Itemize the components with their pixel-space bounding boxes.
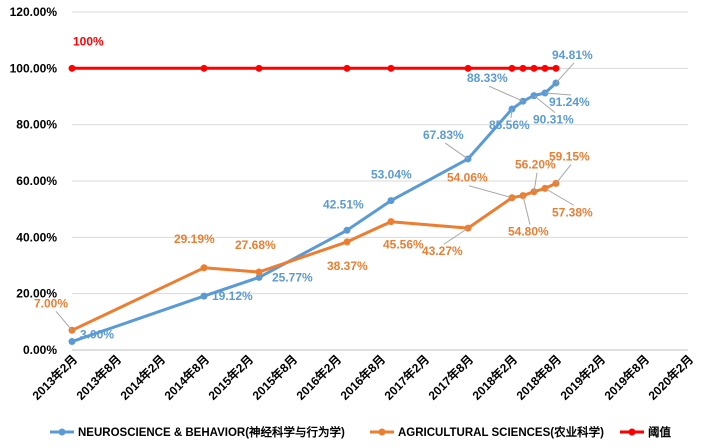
data-label: 45.56% bbox=[383, 238, 424, 252]
label-leader-line bbox=[555, 164, 572, 184]
data-label: 59.15% bbox=[549, 149, 590, 163]
x-tick-label: 2013年8月 bbox=[73, 352, 124, 403]
data-point bbox=[387, 64, 395, 72]
data-label: 53.04% bbox=[371, 168, 412, 182]
series-line-0 bbox=[70, 81, 558, 344]
data-point bbox=[519, 64, 527, 72]
data-point bbox=[464, 64, 472, 72]
label-leader-line bbox=[443, 227, 469, 245]
data-label: 57.38% bbox=[552, 205, 593, 219]
data-point bbox=[387, 218, 395, 226]
x-tick-label: 2018年8月 bbox=[513, 352, 564, 403]
x-tick-label: 2013年2月 bbox=[29, 352, 80, 403]
data-label: 25.77% bbox=[272, 270, 313, 284]
label-leader-line bbox=[533, 172, 538, 192]
y-tick-label: 60.00% bbox=[16, 174, 57, 188]
label-leader-line bbox=[533, 95, 556, 114]
series-group bbox=[68, 64, 560, 346]
x-tick-label: 2020年2月 bbox=[645, 352, 696, 403]
data-label: 94.81% bbox=[552, 48, 593, 62]
data-label: 27.68% bbox=[235, 238, 276, 252]
label-leader-line bbox=[55, 310, 73, 331]
legend-swatch-marker bbox=[58, 428, 66, 436]
data-label: 42.51% bbox=[323, 197, 364, 211]
data-point bbox=[343, 64, 351, 72]
label-leader-line bbox=[544, 187, 575, 206]
data-point bbox=[343, 238, 351, 246]
label-leader-line bbox=[510, 108, 513, 119]
x-tick-label: 2015年2月 bbox=[205, 352, 256, 403]
legend-swatch-marker bbox=[378, 428, 386, 436]
x-tick-label: 2016年8月 bbox=[337, 352, 388, 403]
data-point bbox=[387, 197, 395, 205]
y-tick-label: 100.00% bbox=[10, 61, 58, 75]
data-point bbox=[255, 64, 263, 72]
data-label: 54.06% bbox=[447, 171, 488, 185]
legend: NEUROSCIENCE & BEHAVIOR(神经科学与行为学) AGRICUL… bbox=[50, 425, 671, 439]
data-label: 19.12% bbox=[212, 289, 253, 303]
label-leader-line bbox=[555, 62, 575, 84]
data-point bbox=[255, 273, 263, 281]
x-tick-label: 2017年8月 bbox=[425, 352, 476, 403]
data-point bbox=[200, 64, 208, 72]
y-tick-label: 40.00% bbox=[16, 230, 57, 244]
data-point bbox=[200, 264, 208, 272]
data-point bbox=[530, 64, 538, 72]
data-label: 43.27% bbox=[422, 244, 463, 258]
data-label: 56.20% bbox=[515, 158, 556, 172]
data-label: 90.31% bbox=[533, 113, 574, 127]
data-point bbox=[200, 292, 208, 300]
y-tick-label: 80.00% bbox=[16, 118, 57, 132]
data-point bbox=[68, 338, 76, 346]
label-leader-line bbox=[444, 142, 469, 160]
data-label: 88.33% bbox=[467, 71, 508, 85]
x-tick-label: 2014年2月 bbox=[117, 352, 168, 403]
data-label: 100% bbox=[73, 34, 104, 48]
data-point bbox=[343, 226, 351, 234]
x-tick-label: 2015年8月 bbox=[249, 352, 300, 403]
series-line-1 bbox=[70, 181, 558, 332]
data-point bbox=[552, 64, 560, 72]
data-label: 91.24% bbox=[549, 95, 590, 109]
legend-label: AGRICULTURAL SCIENCES(农业科学) bbox=[398, 425, 604, 439]
data-labels: 3.00% 19.12% 25.77% 42.51% 53.04% 67.83% 85.56… bbox=[34, 34, 593, 341]
x-tick-label: 2019年8月 bbox=[601, 352, 652, 403]
legend-swatch-marker bbox=[628, 428, 636, 436]
label-leader-line bbox=[468, 185, 513, 199]
y-tick-label: 0.00% bbox=[23, 343, 57, 357]
data-label: 67.83% bbox=[423, 128, 464, 142]
x-tick-label: 2014年8月 bbox=[161, 352, 212, 403]
y-axis: 0.00% 20.00% 40.00% 60.00% 80.00% 100.00% 120.… bbox=[10, 5, 58, 357]
data-point bbox=[541, 64, 549, 72]
label-leader-line bbox=[488, 85, 524, 102]
y-tick-label: 120.00% bbox=[10, 5, 58, 19]
x-tick-label: 2018年2月 bbox=[469, 352, 520, 403]
legend-label: 阈值 bbox=[648, 425, 671, 439]
label-leader-lines bbox=[55, 62, 575, 331]
x-tick-label: 2016年2月 bbox=[293, 352, 344, 403]
legend-label: NEUROSCIENCE & BEHAVIOR(神经科学与行为学) bbox=[78, 425, 345, 439]
label-leader-line bbox=[544, 92, 572, 96]
data-label: 38.37% bbox=[327, 259, 368, 273]
data-point bbox=[68, 64, 76, 72]
y-tick-label: 20.00% bbox=[16, 287, 57, 301]
data-label: 7.00% bbox=[34, 296, 68, 310]
data-label: 54.80% bbox=[508, 225, 549, 239]
data-point bbox=[508, 64, 516, 72]
x-tick-label: 2019年2月 bbox=[557, 352, 608, 403]
data-label: 29.19% bbox=[174, 232, 215, 246]
x-axis: 2013年2月2013年8月2014年2月2014年8月2015年2月2015年… bbox=[29, 352, 696, 403]
data-label: 85.56% bbox=[489, 118, 530, 132]
data-point bbox=[255, 268, 263, 276]
x-tick-label: 2017年2月 bbox=[381, 352, 432, 403]
label-leader-line bbox=[522, 195, 531, 225]
data-label: 3.00% bbox=[80, 328, 114, 342]
